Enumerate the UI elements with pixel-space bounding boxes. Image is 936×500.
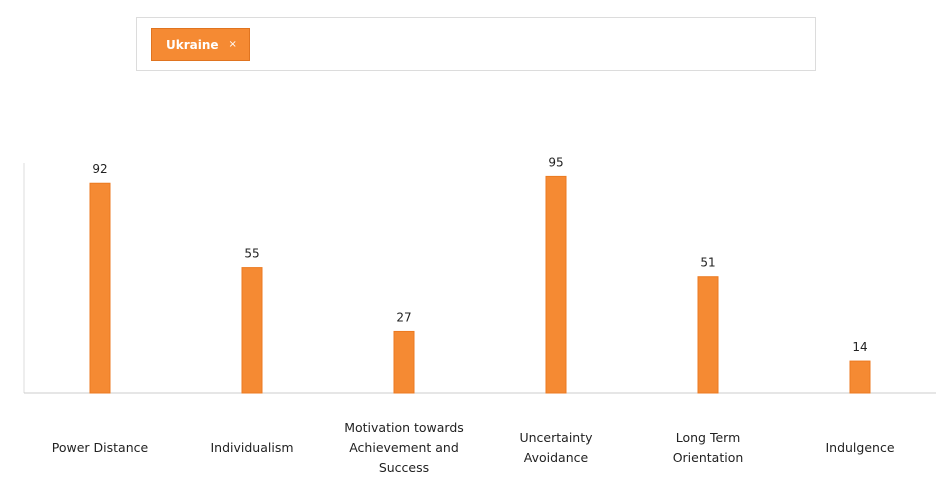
value-label: 51 [700,256,715,270]
value-label: 95 [548,155,563,169]
x-tick-label: Power Distance [51,440,149,455]
bar [393,330,415,394]
bar [545,175,567,394]
tag-label: Ukraine [166,37,219,52]
value-label: 92 [92,162,107,176]
x-tick-label: Motivation towards Achievement and Succe… [344,420,464,475]
tag-remove[interactable]: × [228,39,237,50]
x-tick-label: Uncertainty Avoidance [519,430,593,465]
x-tick-label: Long Term Orientation [672,430,744,465]
x-tick-label: Indulgence [825,440,895,455]
bar [89,182,111,394]
bar [849,360,871,394]
x-tick-label: Individualism [210,440,294,455]
bar [241,267,263,394]
bar [697,276,719,394]
value-label: 55 [244,247,259,261]
filter-tag: Ukraine × [151,28,250,61]
value-label: 14 [852,340,867,354]
value-label: 27 [396,310,411,324]
filter-box: Ukraine × [136,17,816,71]
